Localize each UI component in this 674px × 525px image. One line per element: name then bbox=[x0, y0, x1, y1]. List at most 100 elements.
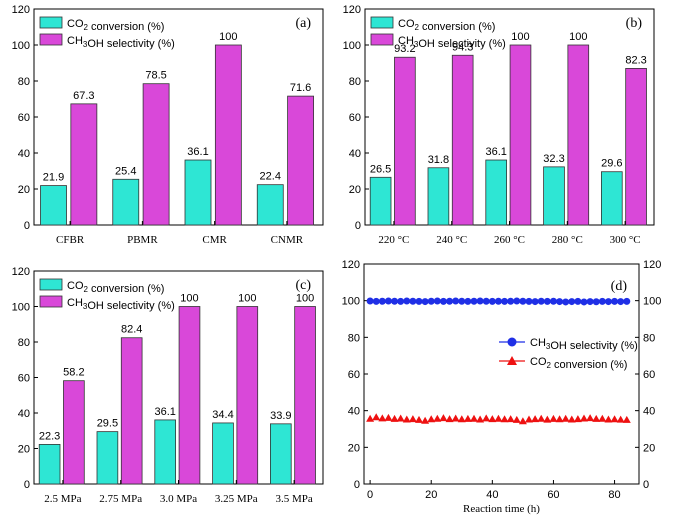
y-tick-label-right: 100 bbox=[643, 296, 661, 308]
point-co2 bbox=[610, 415, 619, 423]
point-ch3oh bbox=[531, 298, 539, 306]
bar-ch3oh bbox=[567, 44, 590, 226]
bar-co2 bbox=[270, 423, 292, 485]
point-co2 bbox=[463, 414, 472, 422]
point-co2 bbox=[604, 415, 613, 423]
panel-b: 0 20 40 60 80 100 120 26.5 93.2 220 °C 31.8 94.3 240… bbox=[343, 4, 655, 246]
point-ch3oh bbox=[427, 297, 435, 305]
point-co2 bbox=[451, 414, 460, 422]
legend-swatch bbox=[370, 16, 394, 29]
point-co2 bbox=[396, 414, 405, 422]
x-tick-label: 3.25 MPa bbox=[215, 493, 258, 505]
y-tick-label-left: 60 bbox=[348, 369, 360, 381]
x-tick-label: CFBR bbox=[56, 234, 85, 246]
legend-label: CO2 conversion (%) bbox=[398, 18, 495, 33]
bar-co2 bbox=[184, 159, 212, 226]
x-tick-label: 280 °C bbox=[552, 234, 583, 246]
point-co2 bbox=[433, 414, 442, 422]
y-tick-label: 80 bbox=[18, 76, 30, 88]
y-tick-label: 60 bbox=[18, 112, 30, 124]
point-co2 bbox=[445, 415, 454, 423]
point-ch3oh bbox=[482, 297, 490, 305]
point-co2 bbox=[580, 414, 588, 422]
point-co2 bbox=[537, 414, 546, 422]
bar-ch3oh bbox=[178, 306, 201, 485]
panel-label: (c) bbox=[295, 278, 311, 293]
y-tick-label: 40 bbox=[18, 408, 30, 420]
point-ch3oh bbox=[543, 297, 551, 305]
y-tick-label: 100 bbox=[12, 302, 30, 314]
data-label: 100 bbox=[238, 293, 256, 305]
panel-a: 0 20 40 60 80 100 120 21.9 67.3 CFBR 25.4 78.5 PBMR 3… bbox=[12, 4, 324, 246]
y-tick-label: 120 bbox=[12, 4, 30, 16]
point-ch3oh bbox=[421, 298, 429, 306]
bar-ch3oh bbox=[394, 56, 416, 226]
point-ch3oh bbox=[568, 298, 576, 306]
point-co2 bbox=[415, 415, 423, 423]
point-co2 bbox=[586, 414, 595, 422]
legend-marker bbox=[507, 356, 517, 365]
bar-co2 bbox=[256, 184, 284, 226]
point-ch3oh bbox=[464, 297, 472, 305]
x-tick-label: 80 bbox=[608, 489, 620, 501]
data-label: 32.3 bbox=[543, 153, 564, 165]
data-label: 36.1 bbox=[154, 406, 175, 418]
point-co2 bbox=[561, 414, 570, 422]
x-tick-label: 3.5 MPa bbox=[275, 493, 312, 505]
x-tick-label: 220 °C bbox=[378, 234, 409, 246]
point-co2 bbox=[555, 415, 564, 423]
bar-co2 bbox=[543, 166, 565, 226]
point-ch3oh bbox=[397, 297, 405, 305]
point-co2 bbox=[476, 415, 485, 423]
panel-label: (b) bbox=[626, 16, 643, 31]
y-tick-label-right: 120 bbox=[643, 259, 661, 271]
bar-co2 bbox=[369, 176, 392, 226]
point-co2 bbox=[543, 415, 552, 423]
y-tick-label: 40 bbox=[18, 148, 30, 160]
data-label: 94.3 bbox=[452, 41, 473, 53]
legend-label: CO2 conversion (%) bbox=[67, 18, 164, 33]
point-ch3oh bbox=[403, 297, 411, 305]
point-ch3oh bbox=[501, 297, 509, 305]
bar-co2 bbox=[427, 167, 450, 226]
x-tick-label: CMR bbox=[202, 234, 227, 246]
bar-co2 bbox=[96, 431, 119, 485]
x-tick-label: 20 bbox=[425, 489, 437, 501]
point-ch3oh bbox=[617, 298, 625, 306]
x-tick-label: 2.5 MPa bbox=[44, 493, 81, 505]
data-label: 22.4 bbox=[260, 171, 281, 183]
y-tick-label: 20 bbox=[18, 444, 30, 456]
data-label: 100 bbox=[569, 31, 587, 43]
data-label: 100 bbox=[219, 31, 237, 43]
bar-ch3oh bbox=[63, 380, 85, 485]
y-tick-label: 20 bbox=[349, 184, 361, 196]
point-ch3oh bbox=[446, 297, 454, 305]
point-co2 bbox=[512, 415, 521, 423]
point-co2 bbox=[567, 415, 576, 423]
point-ch3oh bbox=[592, 298, 600, 306]
point-ch3oh bbox=[452, 297, 460, 305]
point-co2 bbox=[439, 414, 448, 422]
point-co2 bbox=[616, 415, 625, 423]
y-tick-label: 120 bbox=[343, 4, 361, 16]
y-tick-label: 100 bbox=[343, 40, 361, 52]
point-co2 bbox=[457, 415, 466, 423]
y-tick-label: 80 bbox=[349, 76, 361, 88]
point-ch3oh bbox=[494, 297, 502, 305]
y-tick-label-right: 0 bbox=[643, 479, 649, 491]
point-co2 bbox=[531, 415, 540, 423]
point-co2 bbox=[384, 413, 393, 421]
legend-swatch bbox=[39, 295, 63, 308]
point-ch3oh bbox=[549, 297, 557, 305]
data-label: 29.6 bbox=[601, 158, 622, 170]
bar-co2 bbox=[38, 444, 61, 485]
bar-co2 bbox=[212, 422, 234, 485]
point-ch3oh bbox=[513, 297, 521, 305]
point-co2 bbox=[506, 415, 515, 423]
legend-label: CH3OH selectivity (%) bbox=[398, 35, 506, 50]
legend-label: CO2 conversion (%) bbox=[67, 280, 164, 295]
data-label: 36.1 bbox=[187, 146, 208, 158]
bar-co2 bbox=[485, 159, 508, 226]
bar-co2 bbox=[40, 185, 67, 226]
